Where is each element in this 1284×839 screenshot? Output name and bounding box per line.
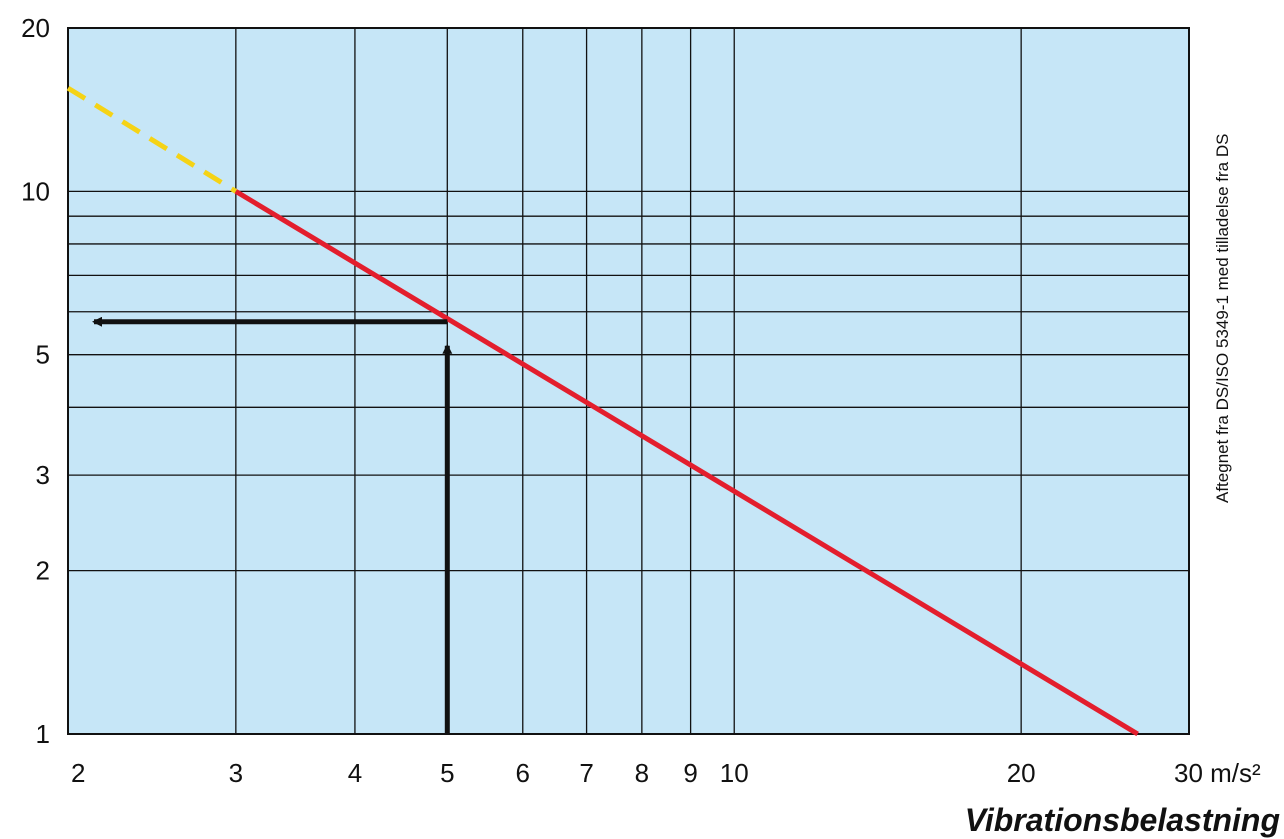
y-tick-label: 10 — [21, 176, 50, 206]
x-tick-label: 9 — [683, 758, 697, 788]
plot-area — [67, 27, 1190, 735]
x-tick-label: 30 m/s² — [1174, 758, 1261, 788]
y-axis-ticks: 1 2 3 5 10 20 — [21, 13, 50, 749]
x-tick-label: 4 — [348, 758, 362, 788]
x-tick-label: 7 — [579, 758, 593, 788]
extrapolated-line — [66, 85, 238, 194]
series-layer — [66, 85, 1139, 737]
annotation-layer — [92, 316, 453, 734]
grid-layer — [68, 28, 1189, 734]
x-tick-label: 6 — [516, 758, 530, 788]
limit-line — [234, 189, 1139, 737]
x-axis-title: Vibrationsbelastning — [965, 802, 1280, 838]
x-tick-label: 5 — [440, 758, 454, 788]
x-tick-label: 8 — [635, 758, 649, 788]
x-tick-label: 3 — [229, 758, 243, 788]
y-tick-label: 20 — [21, 13, 50, 43]
x-axis-ticks: 2 3 4 5 6 7 8 9 10 20 30 m/s² — [71, 758, 1261, 788]
source-credit: Aftegnet fra DS/ISO 5349-1 med tilladels… — [1213, 134, 1232, 503]
x-tick-label: 20 — [1007, 758, 1036, 788]
x-tick-label: 10 — [720, 758, 749, 788]
y-tick-label: 3 — [36, 460, 50, 490]
y-tick-label: 5 — [36, 340, 50, 370]
y-tick-label: 1 — [36, 719, 50, 749]
x-tick-label: 2 — [71, 758, 85, 788]
y-tick-label: 2 — [36, 556, 50, 586]
